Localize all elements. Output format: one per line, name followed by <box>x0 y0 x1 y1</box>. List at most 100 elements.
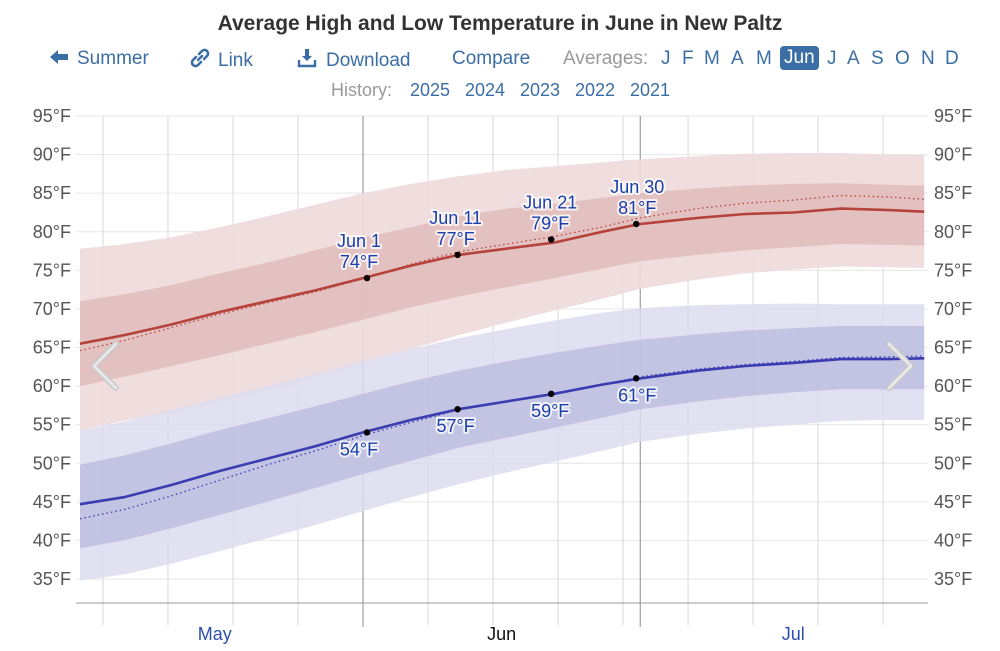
annotation-high-halo: 74°F <box>340 252 378 272</box>
y-tick-label-left: 85°F <box>33 183 71 203</box>
month-apr[interactable]: A <box>731 48 744 69</box>
low-data-point <box>454 406 461 413</box>
nav-toolbar: Summer Link Download Compare Averages: J… <box>0 46 1000 74</box>
annotation-low-halo: 54°F <box>340 439 378 459</box>
y-axis-right: 35°F 40°F 45°F 50°F 55°F 60°F 65°F 70°F 75°F 80°F… <box>934 106 972 589</box>
high-reference-line <box>79 194 925 352</box>
y-tick-label-left: 55°F <box>33 415 71 435</box>
y-tick-label-right: 90°F <box>934 145 972 165</box>
annotation-date-halo: Jun 30 <box>610 177 664 197</box>
annotation-low-halo: 59°F <box>531 401 569 421</box>
history-year-2024[interactable]: 2024 <box>465 80 506 100</box>
month-jul[interactable]: J <box>827 48 837 69</box>
month-feb[interactable]: F <box>682 48 694 69</box>
y-tick-label-right: 45°F <box>934 492 972 512</box>
annotation-low: 57°F57°F <box>434 414 476 438</box>
y-tick-label-left: 90°F <box>33 145 71 165</box>
annotation-date-text: Jun 30 <box>610 177 664 197</box>
averages-label: Averages: <box>563 48 649 69</box>
annotation-low: 61°F61°F <box>616 383 658 407</box>
annotation-high-halo: 79°F <box>531 213 569 233</box>
low-reference-line <box>79 355 925 520</box>
y-tick-label-left: 65°F <box>33 338 71 358</box>
history-label: History: <box>331 80 393 100</box>
annotation-low-text: 54°F <box>340 439 378 459</box>
month-mar[interactable]: M <box>704 48 720 69</box>
month-label-jun[interactable]: Jun <box>487 624 516 644</box>
annotation-high-text: 74°F <box>340 252 378 272</box>
high-data-point <box>633 220 640 228</box>
y-tick-label-left: 60°F <box>33 376 71 396</box>
history-row: History: 2025 2024 2023 2022 2021 <box>0 80 1000 104</box>
month-oct[interactable]: O <box>895 48 910 69</box>
high-average-line <box>79 207 925 345</box>
low-average-line <box>79 357 925 506</box>
low-data-point <box>363 429 371 436</box>
month-aug[interactable]: A <box>847 48 860 69</box>
navigation-arrows <box>91 341 914 391</box>
link-label: Link <box>218 50 253 71</box>
annotation-date-text: Jun 11 <box>429 208 482 228</box>
month-label-jul[interactable]: Jul <box>782 624 805 644</box>
high-band-25-75 <box>80 183 925 387</box>
low-data-point <box>633 375 640 382</box>
annotation-low-text: 61°F <box>618 385 656 405</box>
annotation-high: 77°F77°F <box>434 227 476 251</box>
annotation-high: 81°F81°F <box>616 196 658 220</box>
download-icon <box>297 49 317 68</box>
annotation-date-halo: Jun 1 <box>337 231 381 251</box>
history-year-2025[interactable]: 2025 <box>410 80 451 100</box>
history-year-2023[interactable]: 2023 <box>520 80 561 100</box>
x-axis: May Jun Jul <box>198 624 805 644</box>
back-summer-label: Summer <box>77 48 149 69</box>
annotation-low: 59°F59°F <box>529 399 571 423</box>
annotation-low-text: 57°F <box>436 416 474 436</box>
low-data-point <box>548 390 555 398</box>
month-dec[interactable]: D <box>945 48 959 69</box>
y-tick-label-right: 95°F <box>934 106 972 126</box>
y-tick-label-left: 45°F <box>33 492 71 512</box>
annotation-date-halo: Jun 11 <box>429 208 482 228</box>
month-may[interactable]: M <box>756 48 772 69</box>
back-summer-link[interactable]: Summer <box>49 48 149 70</box>
low-band-25-75 <box>80 325 925 549</box>
history-year-2022[interactable]: 2022 <box>575 80 616 100</box>
high-data-point <box>548 236 555 243</box>
y-tick-label-left: 50°F <box>33 453 71 473</box>
y-tick-label-left: 70°F <box>33 299 71 319</box>
chevron-right-icon-inner[interactable] <box>887 342 913 390</box>
y-tick-label-left: 95°F <box>33 106 71 126</box>
annotation-high-halo: 81°F <box>618 198 656 218</box>
y-tick-label-right: 80°F <box>934 222 972 242</box>
y-tick-label-left: 75°F <box>33 260 71 280</box>
annotation-high-text: 77°F <box>436 229 474 249</box>
month-jan[interactable]: J <box>661 48 671 69</box>
chevron-left-icon-inner[interactable] <box>92 342 118 390</box>
arrow-left-icon <box>50 50 68 64</box>
y-tick-label-right: 55°F <box>934 415 972 435</box>
month-label-may[interactable]: May <box>198 624 232 644</box>
link-button[interactable]: Link <box>190 48 253 72</box>
download-label: Download <box>326 50 411 71</box>
month-nov[interactable]: N <box>921 48 935 69</box>
y-tick-label-right: 65°F <box>934 338 972 358</box>
download-button[interactable]: Download <box>297 48 411 72</box>
annotation-low-halo: 57°F <box>436 416 474 436</box>
y-tick-label-right: 85°F <box>934 183 972 203</box>
y-tick-label-right: 75°F <box>934 260 972 280</box>
high-data-point <box>363 274 371 282</box>
annotation-date-text: Jun 1 <box>337 231 381 251</box>
annotation-date-text: Jun 21 <box>523 192 577 212</box>
history-year-2021[interactable]: 2021 <box>630 80 671 100</box>
high-data-point <box>454 251 461 259</box>
compare-button[interactable]: Compare <box>452 48 531 69</box>
month-sep[interactable]: S <box>871 48 884 69</box>
month-jun-active[interactable]: Jun <box>780 46 819 70</box>
link-icon <box>190 48 210 68</box>
annotation-low-text: 59°F <box>531 401 569 421</box>
y-tick-label-right: 70°F <box>934 299 972 319</box>
